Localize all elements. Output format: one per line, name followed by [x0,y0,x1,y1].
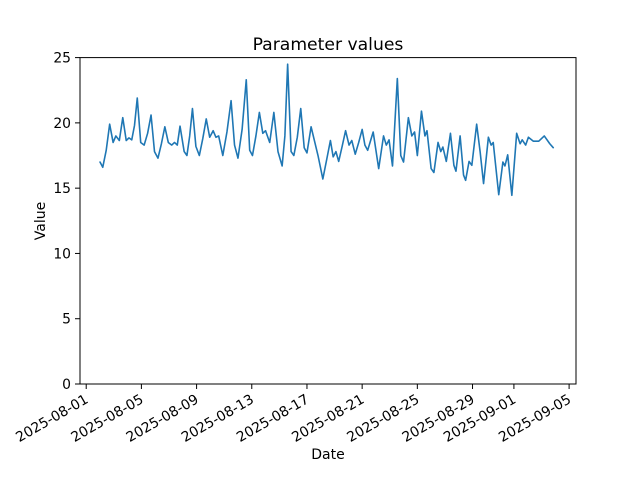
y-tick-label: 5 [62,312,71,328]
y-tick-label: 15 [53,181,71,197]
y-axis-label: Value [33,202,49,240]
y-tick-label: 25 [53,51,71,67]
y-tick-label: 0 [62,377,71,393]
y-tick-label: 10 [53,246,71,262]
y-tick-label: 20 [53,116,71,132]
chart-title: Parameter values [253,35,404,55]
data-line [99,63,555,197]
y-axis-ticks: 0 5 10 15 20 25 [53,51,80,393]
plot-frame [79,57,577,385]
x-axis-label: Date [311,447,344,463]
